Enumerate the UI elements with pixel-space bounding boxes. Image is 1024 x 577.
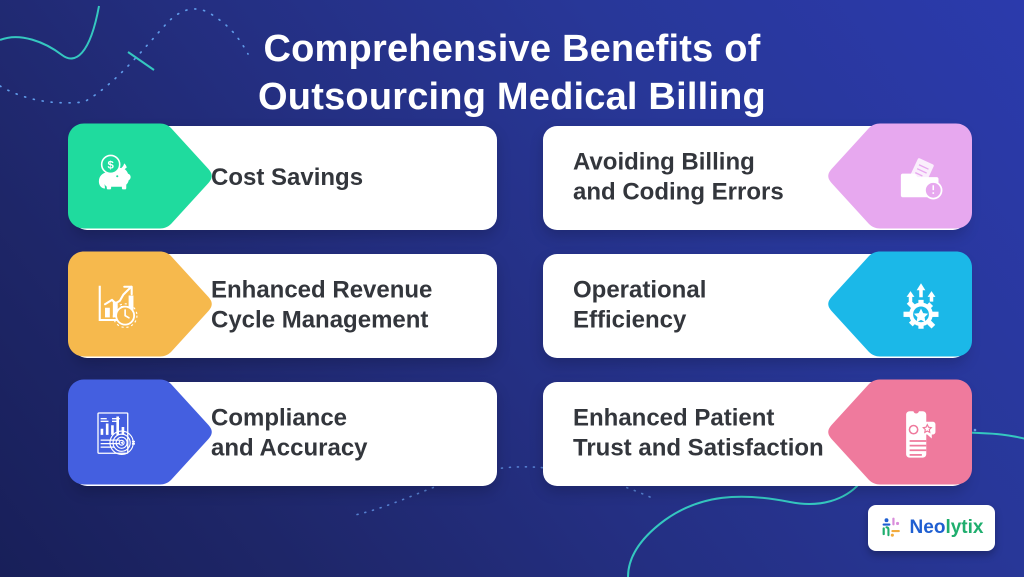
svg-text:$: $ bbox=[108, 159, 115, 171]
